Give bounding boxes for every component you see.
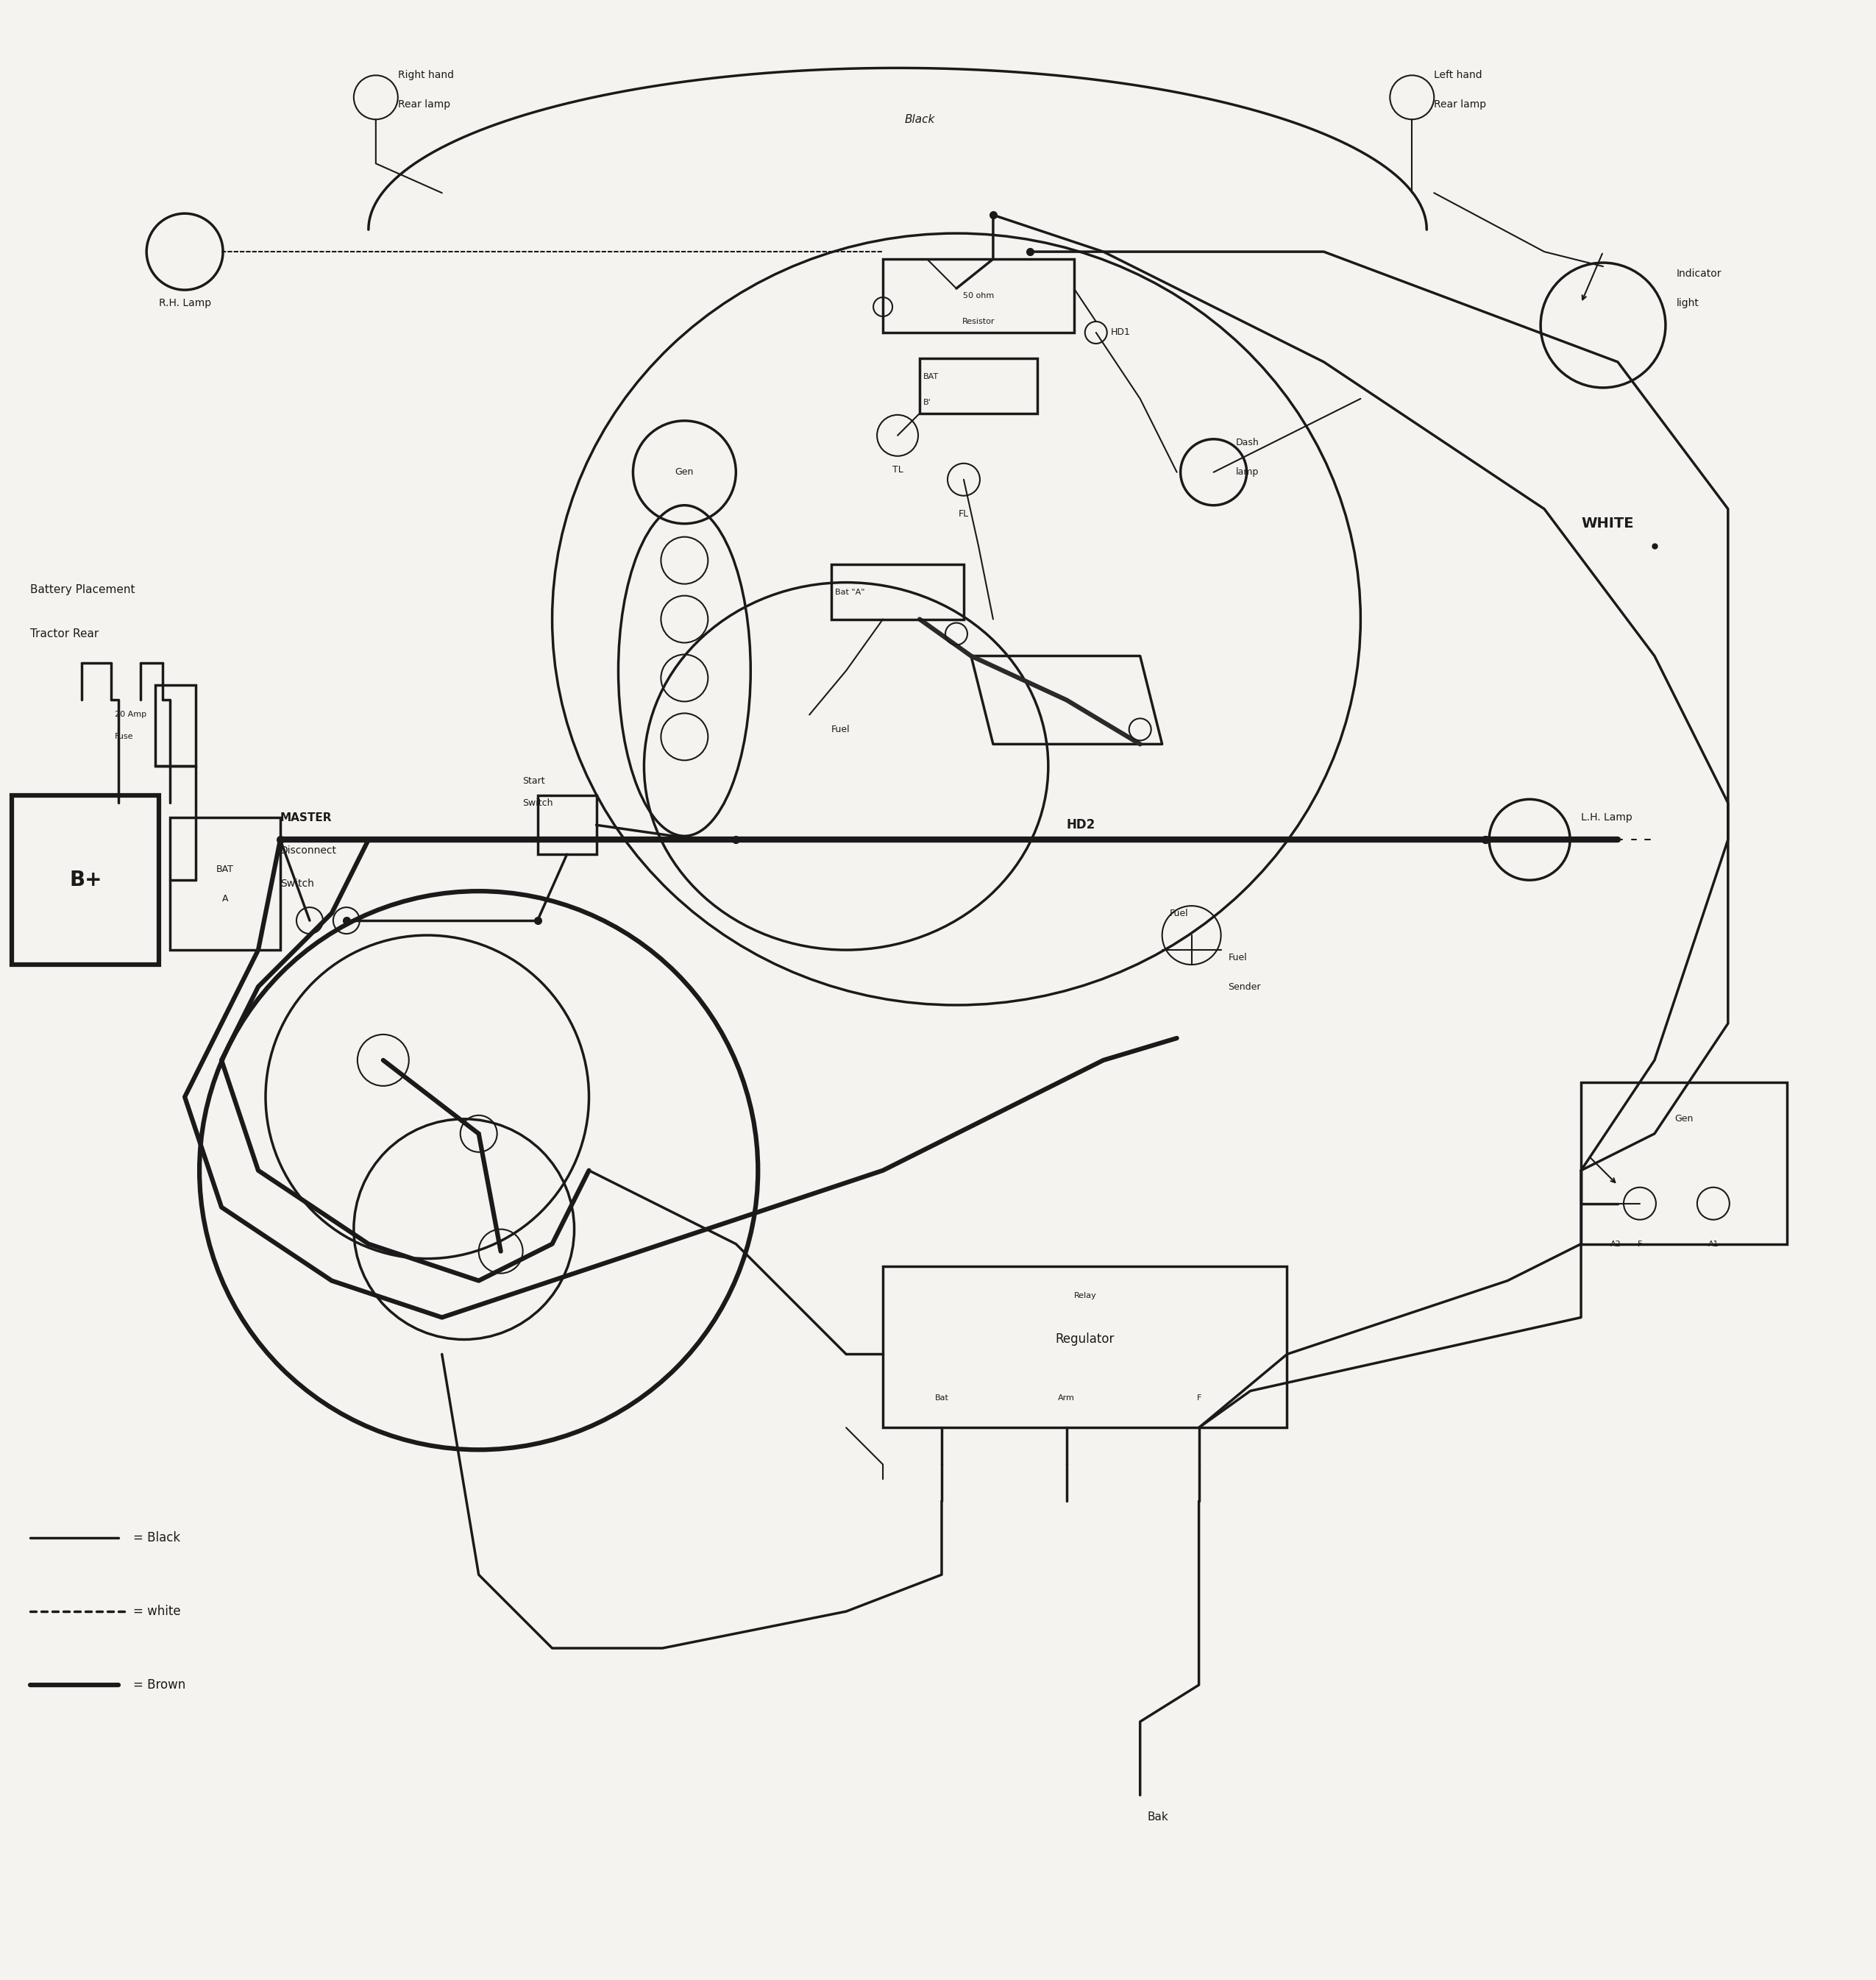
- Text: Start: Start: [523, 776, 546, 786]
- Text: Bat: Bat: [934, 1394, 949, 1402]
- Text: Bat "A": Bat "A": [835, 588, 865, 596]
- Text: Fuel: Fuel: [1169, 909, 1188, 919]
- Text: MASTER: MASTER: [280, 812, 332, 824]
- Text: = Brown: = Brown: [133, 1679, 186, 1691]
- Text: Fuel: Fuel: [831, 725, 850, 735]
- Text: B+: B+: [69, 869, 101, 891]
- Text: HD1: HD1: [1111, 329, 1131, 337]
- Text: Right hand: Right hand: [398, 69, 454, 81]
- Bar: [884, 259, 1073, 333]
- Text: Switch: Switch: [523, 798, 553, 808]
- Bar: [831, 564, 964, 620]
- Text: 50 ohm: 50 ohm: [962, 293, 994, 299]
- Text: A1: A1: [1707, 1239, 1718, 1247]
- Bar: [11, 796, 159, 964]
- Text: BAT: BAT: [923, 372, 938, 380]
- Text: = white: = white: [133, 1606, 180, 1618]
- Bar: [884, 1265, 1287, 1428]
- Text: 20 Amp: 20 Amp: [114, 711, 146, 719]
- Text: F: F: [1638, 1239, 1642, 1247]
- Text: A2: A2: [1610, 1239, 1621, 1247]
- Text: Left hand: Left hand: [1433, 69, 1482, 81]
- Text: light: light: [1677, 299, 1700, 309]
- Text: Gen: Gen: [675, 467, 694, 477]
- Text: Fuel: Fuel: [1229, 952, 1248, 962]
- Text: BAT: BAT: [216, 865, 234, 873]
- Text: WHITE: WHITE: [1581, 517, 1634, 531]
- Text: Rear lamp: Rear lamp: [1433, 99, 1486, 109]
- Bar: [171, 818, 280, 950]
- Text: Bak: Bak: [1148, 1812, 1169, 1824]
- Text: A: A: [221, 893, 229, 903]
- Text: Resistor: Resistor: [962, 319, 994, 325]
- Text: Relay: Relay: [1073, 1291, 1096, 1299]
- Text: = Black: = Black: [133, 1531, 180, 1544]
- Text: Battery Placement: Battery Placement: [30, 584, 135, 596]
- Text: F: F: [1197, 1394, 1201, 1402]
- Text: Regulator: Regulator: [1056, 1333, 1114, 1346]
- Bar: [919, 358, 1037, 414]
- Text: Disconnect: Disconnect: [280, 845, 338, 855]
- Text: Rear lamp: Rear lamp: [398, 99, 450, 109]
- Text: Fuse: Fuse: [114, 733, 133, 741]
- Text: TL: TL: [893, 465, 902, 475]
- Bar: [1581, 1083, 1786, 1243]
- Text: Arm: Arm: [1058, 1394, 1075, 1402]
- Text: HD2: HD2: [1067, 818, 1096, 832]
- Text: R.H. Lamp: R.H. Lamp: [159, 299, 210, 309]
- Text: lamp: lamp: [1236, 467, 1259, 477]
- Text: Tractor Rear: Tractor Rear: [30, 628, 99, 640]
- Text: Gen: Gen: [1675, 1115, 1694, 1125]
- Text: Sender: Sender: [1229, 982, 1261, 992]
- Text: L.H. Lamp: L.H. Lamp: [1581, 812, 1632, 824]
- Text: Black: Black: [904, 115, 934, 125]
- Bar: [538, 796, 597, 855]
- Text: FL: FL: [959, 509, 968, 519]
- Text: B': B': [923, 398, 930, 406]
- Bar: [156, 685, 195, 766]
- Text: Indicator: Indicator: [1677, 269, 1722, 279]
- Text: Dash: Dash: [1236, 438, 1259, 447]
- Text: Switch: Switch: [280, 879, 313, 889]
